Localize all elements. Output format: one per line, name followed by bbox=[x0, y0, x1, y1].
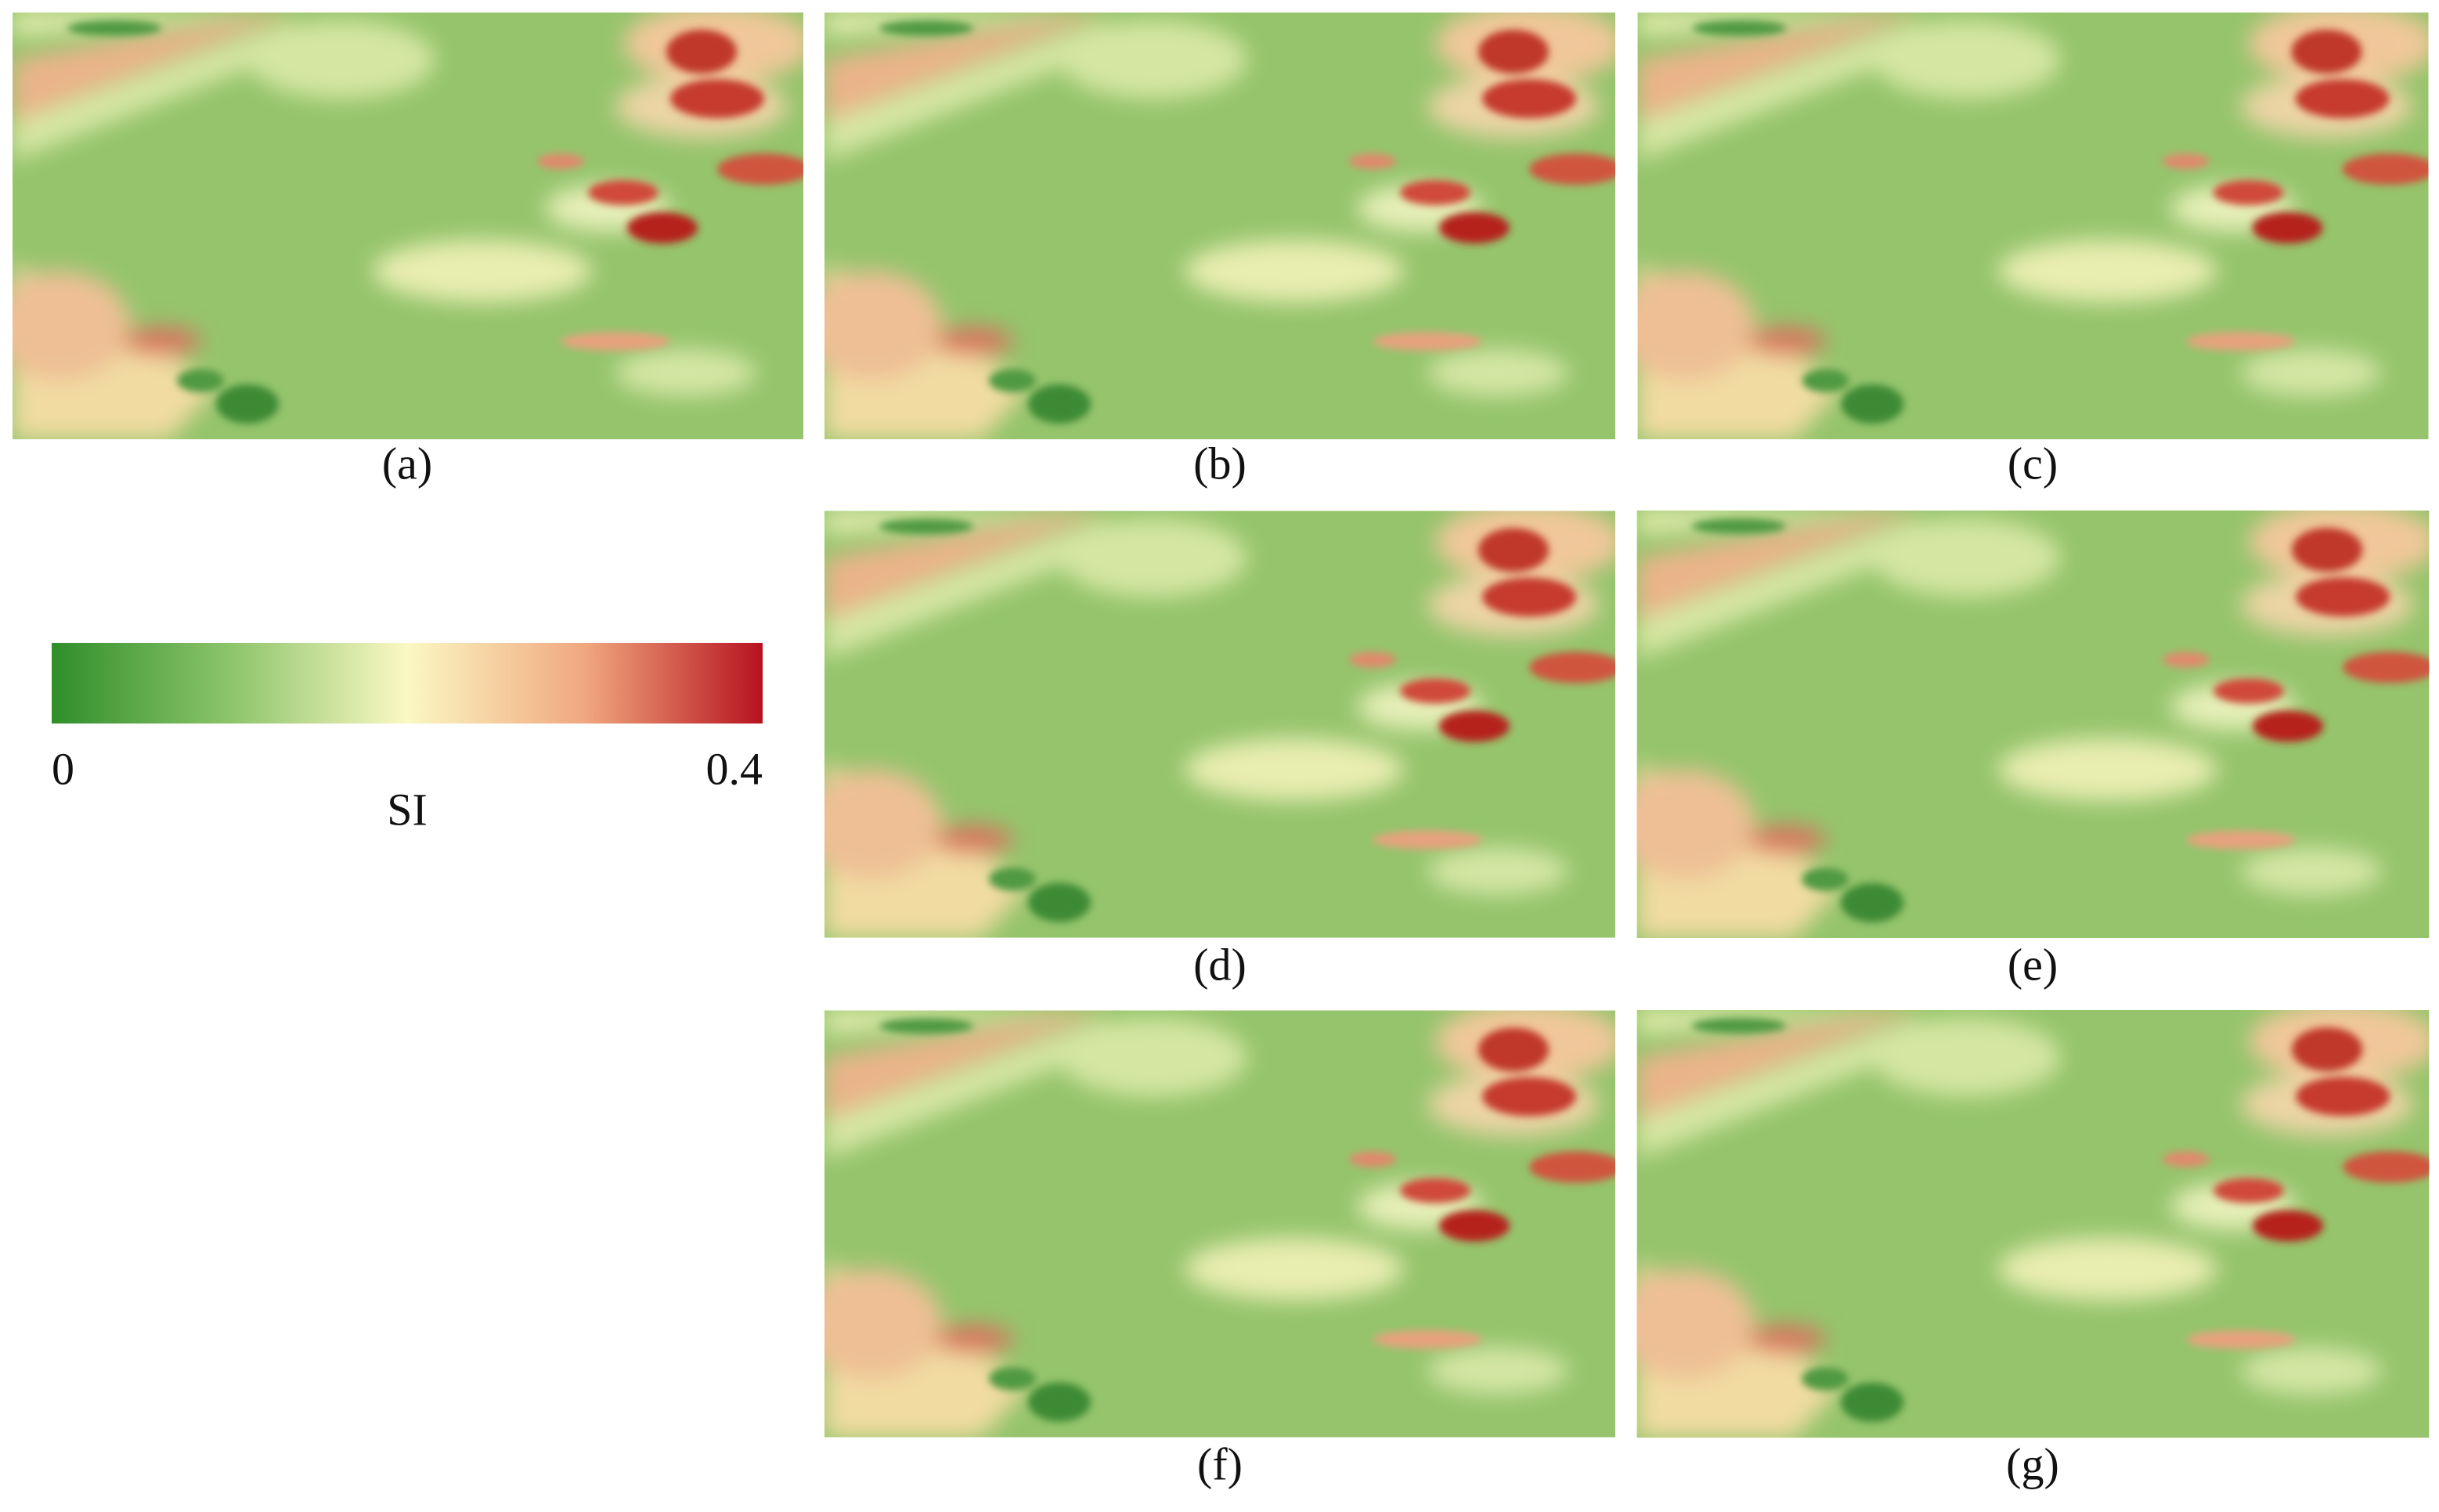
map-panel bbox=[801, 5, 1623, 439]
map-panel bbox=[801, 503, 1623, 938]
colorbar-tick-label: 0 bbox=[52, 743, 74, 794]
panel-label: (d) bbox=[1193, 939, 1247, 990]
panel-label: (g) bbox=[2006, 1438, 2059, 1489]
panel-label: (f) bbox=[1197, 1438, 1243, 1489]
map-panel bbox=[1614, 503, 2437, 938]
panel-label: (b) bbox=[1193, 438, 1247, 489]
map-panel bbox=[1614, 1002, 2437, 1438]
panel-label: (c) bbox=[2008, 438, 2058, 489]
panel-label: (e) bbox=[2008, 939, 2058, 990]
colorbar-tick-label: 0.4 bbox=[706, 743, 763, 794]
colorbar bbox=[52, 643, 763, 724]
map-panel bbox=[1615, 5, 2437, 439]
panel-label: (a) bbox=[382, 438, 432, 489]
map-panel bbox=[801, 1003, 1623, 1438]
map-panel bbox=[0, 5, 811, 439]
colorbar-label: SI bbox=[387, 784, 428, 835]
